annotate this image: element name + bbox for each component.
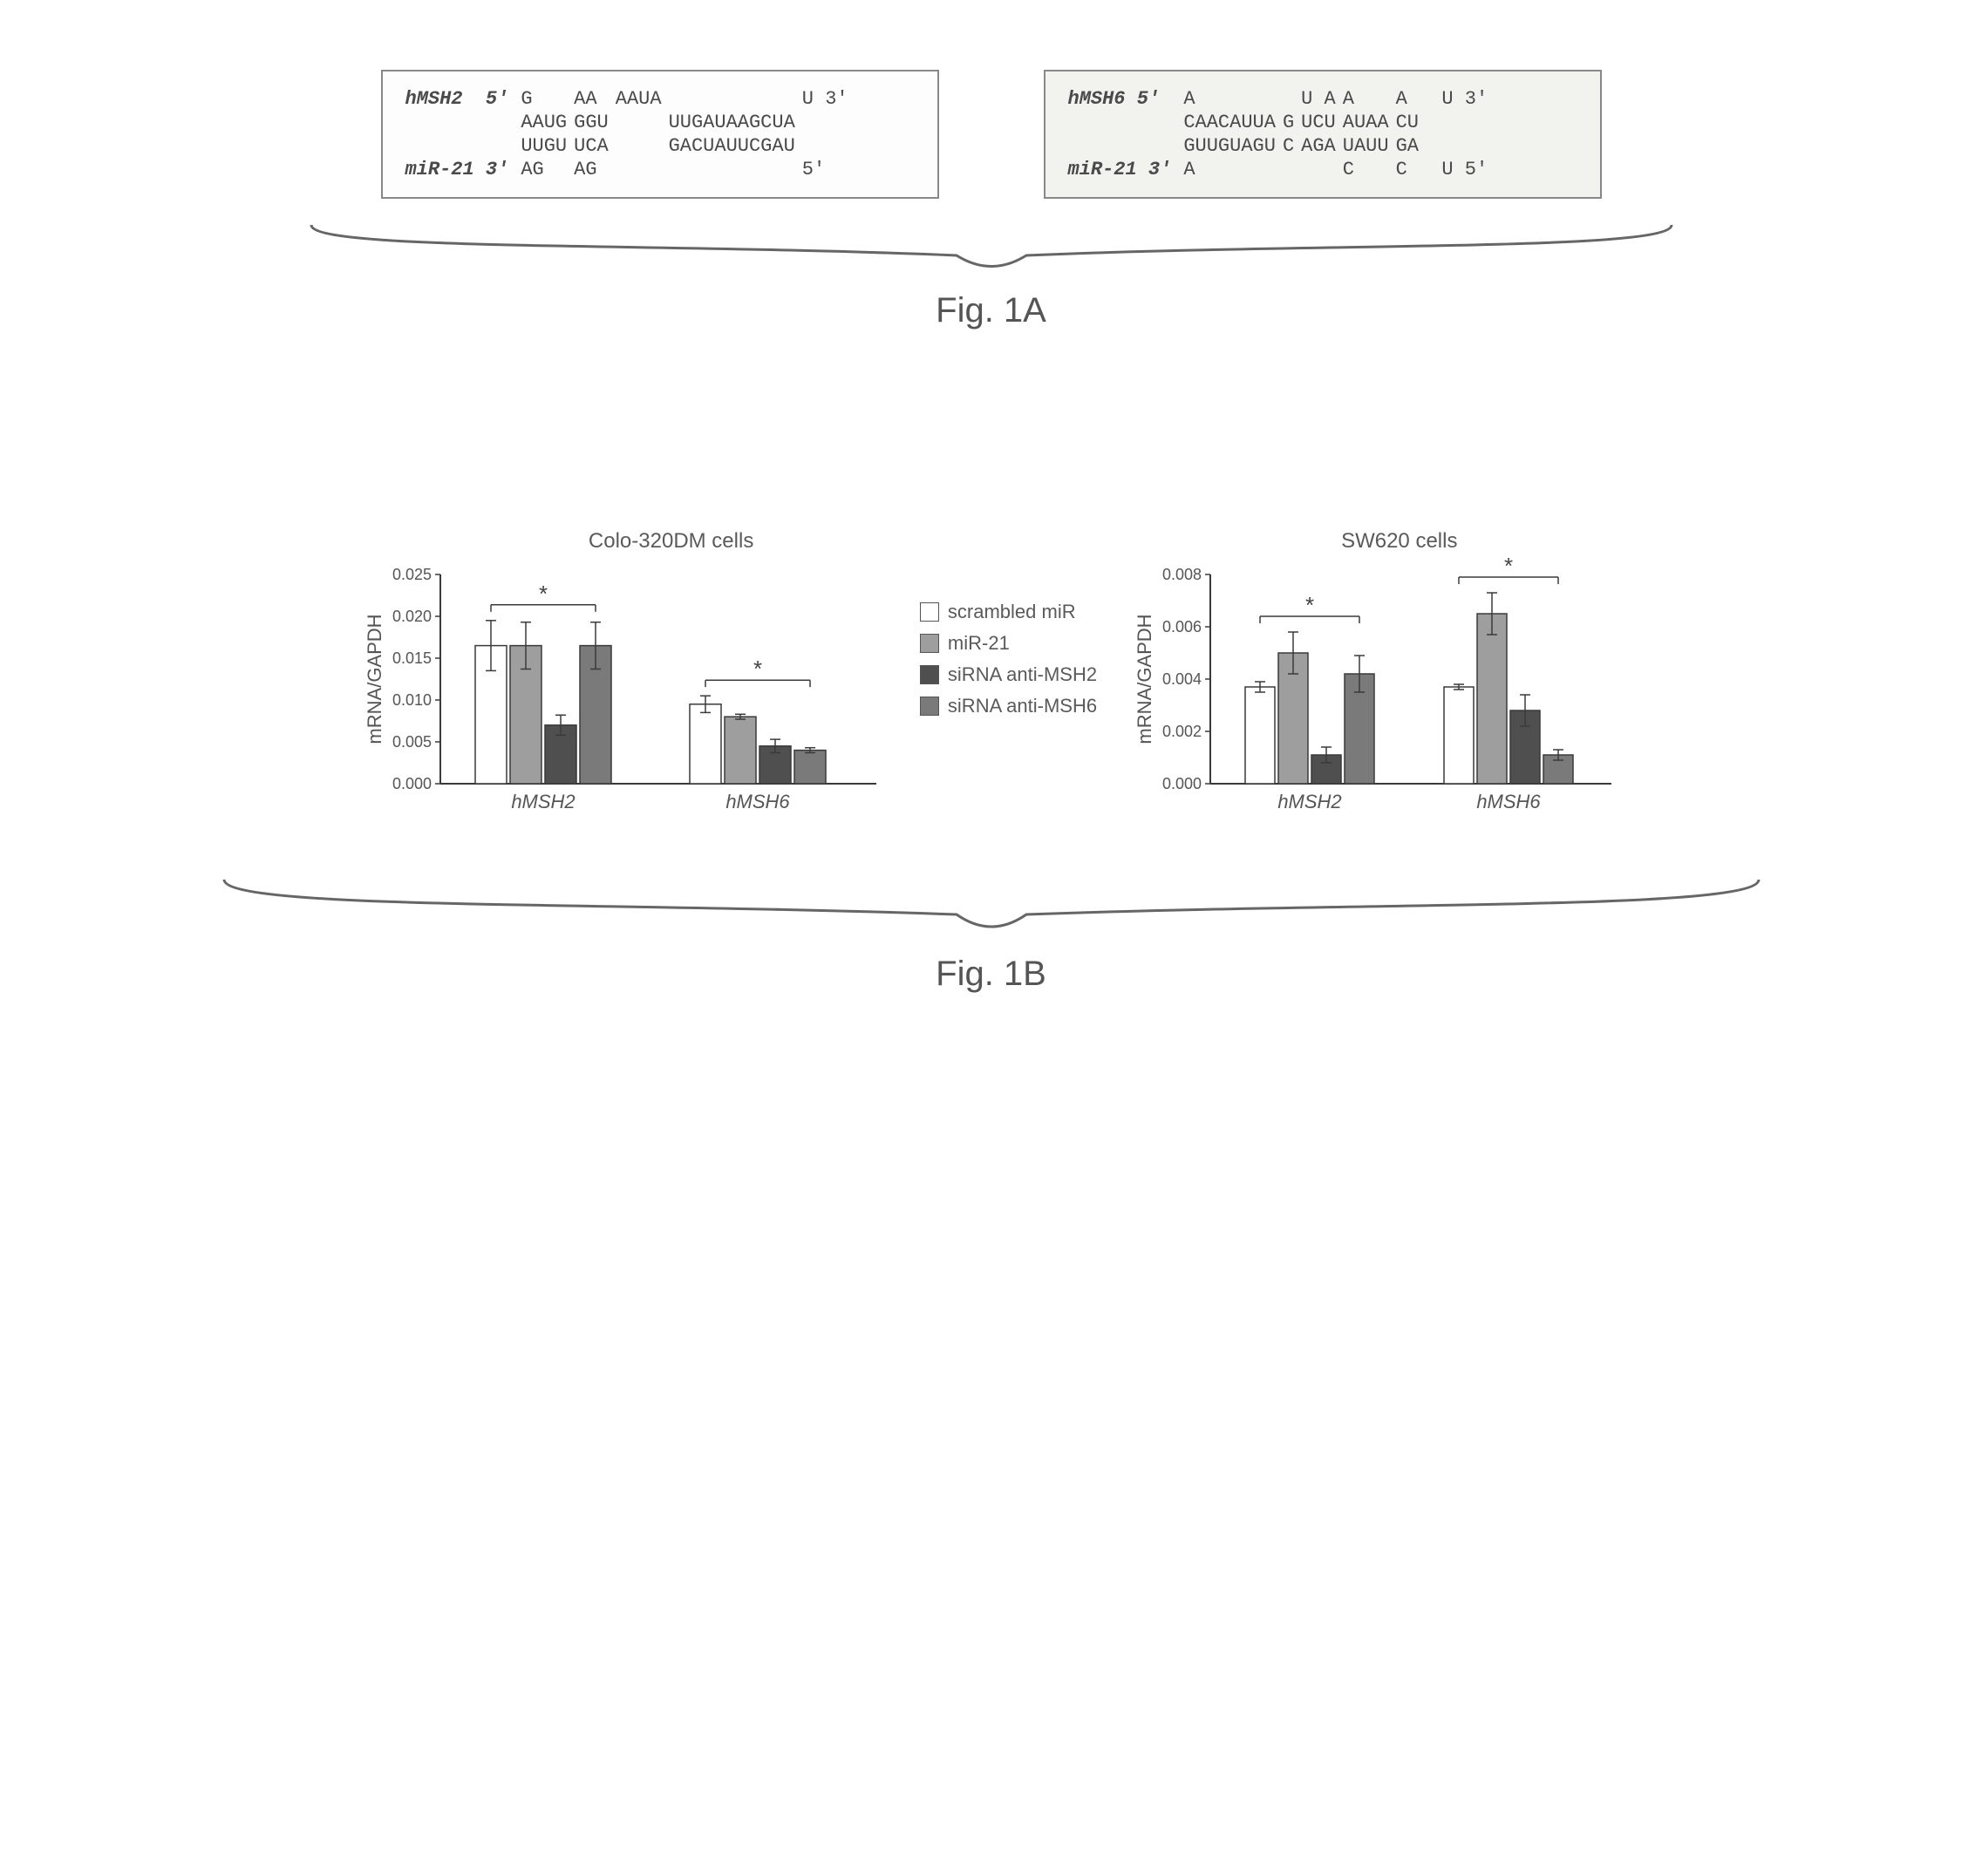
- chart-colo320dm: Colo-320DM cells 0.0000.0050.0100.0150.0…: [362, 557, 885, 853]
- svg-text:hMSH6: hMSH6: [1476, 791, 1541, 812]
- bar-chart-left: 0.000 0.005 0.010 0.015 0.020 0.025 mRNA/GAPDH…: [362, 557, 885, 853]
- figure-label-1a: Fig. 1A: [936, 291, 1046, 330]
- legend-label: siRNA anti-MSH2: [948, 663, 1097, 686]
- svg-text:0.025: 0.025: [392, 566, 432, 583]
- fig1b-brace: Fig. 1B: [52, 871, 1930, 994]
- fig1a-row: hMSH2 5' G AA AAUA U 3' AAUG GGU UUGAUAA…: [52, 70, 1930, 199]
- svg-text:0.020: 0.020: [392, 608, 432, 625]
- svg-text:0.002: 0.002: [1162, 723, 1202, 740]
- seq-label: hMSH2 5': [402, 87, 518, 111]
- svg-text:0.000: 0.000: [392, 775, 432, 792]
- sequence-box-msh6: hMSH6 5' A U A A A U 3' CAACAUUA G UCU A…: [1044, 70, 1602, 199]
- svg-text:mRNA/GAPDH: mRNA/GAPDH: [364, 614, 385, 744]
- svg-text:*: *: [1504, 557, 1513, 579]
- svg-text:mRNA/GAPDH: mRNA/GAPDH: [1134, 614, 1155, 744]
- bar-chart-right: 0.000 0.002 0.004 0.006 0.008 mRNA/GAPDH * hMSH…: [1132, 557, 1620, 853]
- seq-label: hMSH6 5': [1065, 87, 1181, 111]
- svg-text:0.010: 0.010: [392, 691, 432, 709]
- chart-sw620: SW620 cells 0.0000.0020.0040.0060.008mRN…: [1132, 557, 1620, 853]
- svg-text:hMSH2: hMSH2: [1277, 791, 1341, 812]
- chart-title-right: SW620 cells: [1341, 529, 1457, 554]
- svg-text:*: *: [539, 581, 548, 607]
- legend-label: scrambled miR: [948, 601, 1076, 623]
- svg-text:hMSH2: hMSH2: [511, 791, 575, 812]
- curly-brace-icon: [294, 216, 1689, 286]
- legend-item: miR-21: [920, 632, 1097, 655]
- legend-item: scrambled miR: [920, 601, 1097, 623]
- chart-legend: scrambled miR miR-21 siRNA anti-MSH2 siR…: [920, 601, 1097, 717]
- seq-label: miR-21 3': [402, 158, 518, 181]
- seq-table-right: hMSH6 5' A U A A A U 3' CAACAUUA G UCU A…: [1065, 87, 1492, 181]
- fig1b-row: Colo-320DM cells 0.0000.0050.0100.0150.0…: [52, 557, 1930, 853]
- seq-label: miR-21 3': [1065, 158, 1181, 181]
- legend-swatch: [920, 602, 939, 622]
- legend-swatch: [920, 665, 939, 684]
- legend-swatch: [920, 697, 939, 716]
- legend-swatch: [920, 634, 939, 653]
- svg-text:0.006: 0.006: [1162, 618, 1202, 636]
- svg-text:0.015: 0.015: [392, 649, 432, 667]
- fig1a-brace: Fig. 1A: [52, 216, 1930, 330]
- svg-text:0.005: 0.005: [392, 733, 432, 751]
- figure-label-1b: Fig. 1B: [936, 955, 1046, 994]
- chart-title-left: Colo-320DM cells: [589, 529, 753, 554]
- legend-label: miR-21: [948, 632, 1010, 655]
- curly-brace-icon: [207, 871, 1776, 949]
- svg-text:hMSH6: hMSH6: [725, 791, 790, 812]
- svg-text:0.008: 0.008: [1162, 566, 1202, 583]
- svg-text:0.004: 0.004: [1162, 670, 1202, 688]
- legend-label: siRNA anti-MSH6: [948, 695, 1097, 717]
- seq-table-left: hMSH2 5' G AA AAUA U 3' AAUG GGU UUGAUAA…: [402, 87, 852, 181]
- sequence-box-msh2: hMSH2 5' G AA AAUA U 3' AAUG GGU UUGAUAA…: [381, 70, 939, 199]
- legend-item: siRNA anti-MSH2: [920, 663, 1097, 686]
- svg-text:*: *: [753, 656, 762, 682]
- svg-text:*: *: [1305, 592, 1314, 618]
- svg-text:0.000: 0.000: [1162, 775, 1202, 792]
- legend-item: siRNA anti-MSH6: [920, 695, 1097, 717]
